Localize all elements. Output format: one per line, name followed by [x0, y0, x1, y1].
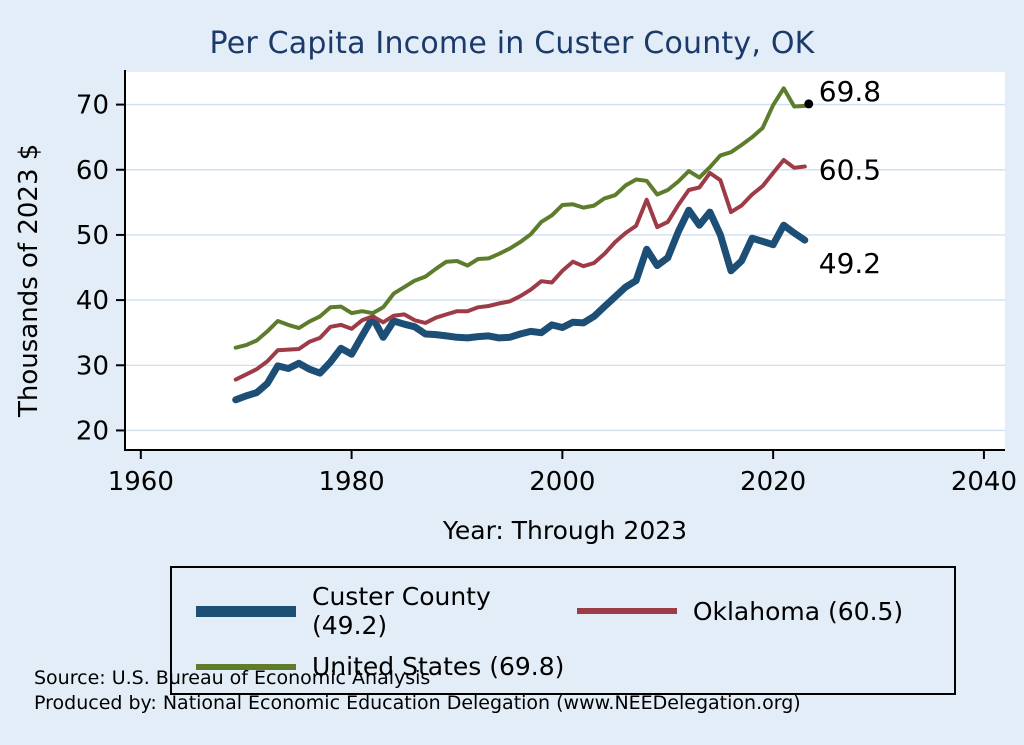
- legend-swatch: [196, 605, 296, 617]
- y-tick-label: 60: [76, 156, 109, 186]
- oklahoma-line: [233, 158, 807, 382]
- end-value-label: 49.2: [819, 247, 881, 280]
- x-axis-label: Year: Through 2023: [442, 516, 688, 545]
- plot-area: 20 30 40 50 60 70 1960 1980 2000 2020 2040 49.2 60.5…: [76, 70, 1017, 497]
- x-tick-label: 2000: [529, 467, 595, 497]
- legend-swatch: [196, 663, 296, 670]
- end-value-label: 69.8: [819, 75, 881, 108]
- chart-title: Per Capita Income in Custer County, OK: [209, 26, 815, 61]
- y-tick-label: 40: [76, 286, 109, 316]
- legend-label: Oklahoma (60.5): [692, 596, 904, 626]
- legend-label: United States (69.8): [312, 652, 565, 681]
- y-tick-label: 20: [76, 416, 109, 446]
- x-tick-label: 2020: [740, 467, 806, 497]
- end-value-label: 60.5: [819, 154, 881, 187]
- y-tick-label: 30: [76, 351, 109, 381]
- series-end-marker: [804, 99, 814, 109]
- footnote-producer: Produced by: National Economic Education…: [34, 691, 801, 714]
- legend-swatch: [576, 608, 677, 614]
- x-tick-label: 2040: [951, 467, 1017, 497]
- legend: Custer County (49.2) Oklahoma (60.5) Unite…: [170, 566, 956, 695]
- legend-item-oklahoma: Oklahoma (60.5): [576, 582, 930, 640]
- custer-county-line: [232, 206, 809, 404]
- footnotes: Source: U.S. Bureau of Economic Analysis…: [34, 666, 801, 715]
- legend-label: Custer County (49.2): [312, 582, 491, 640]
- legend-item-united-states: United States (69.8): [196, 652, 567, 681]
- legend-item-custer-county: Custer County (49.2): [196, 582, 567, 640]
- plot-background: [125, 72, 1005, 450]
- united-states-line: [233, 86, 807, 350]
- y-tick-label: 70: [76, 91, 109, 121]
- footnote-source: Source: U.S. Bureau of Economic Analysis: [34, 667, 431, 689]
- x-tick-label: 1960: [108, 467, 174, 497]
- y-tick-label: 50: [76, 221, 109, 251]
- x-tick-label: 1980: [319, 467, 385, 497]
